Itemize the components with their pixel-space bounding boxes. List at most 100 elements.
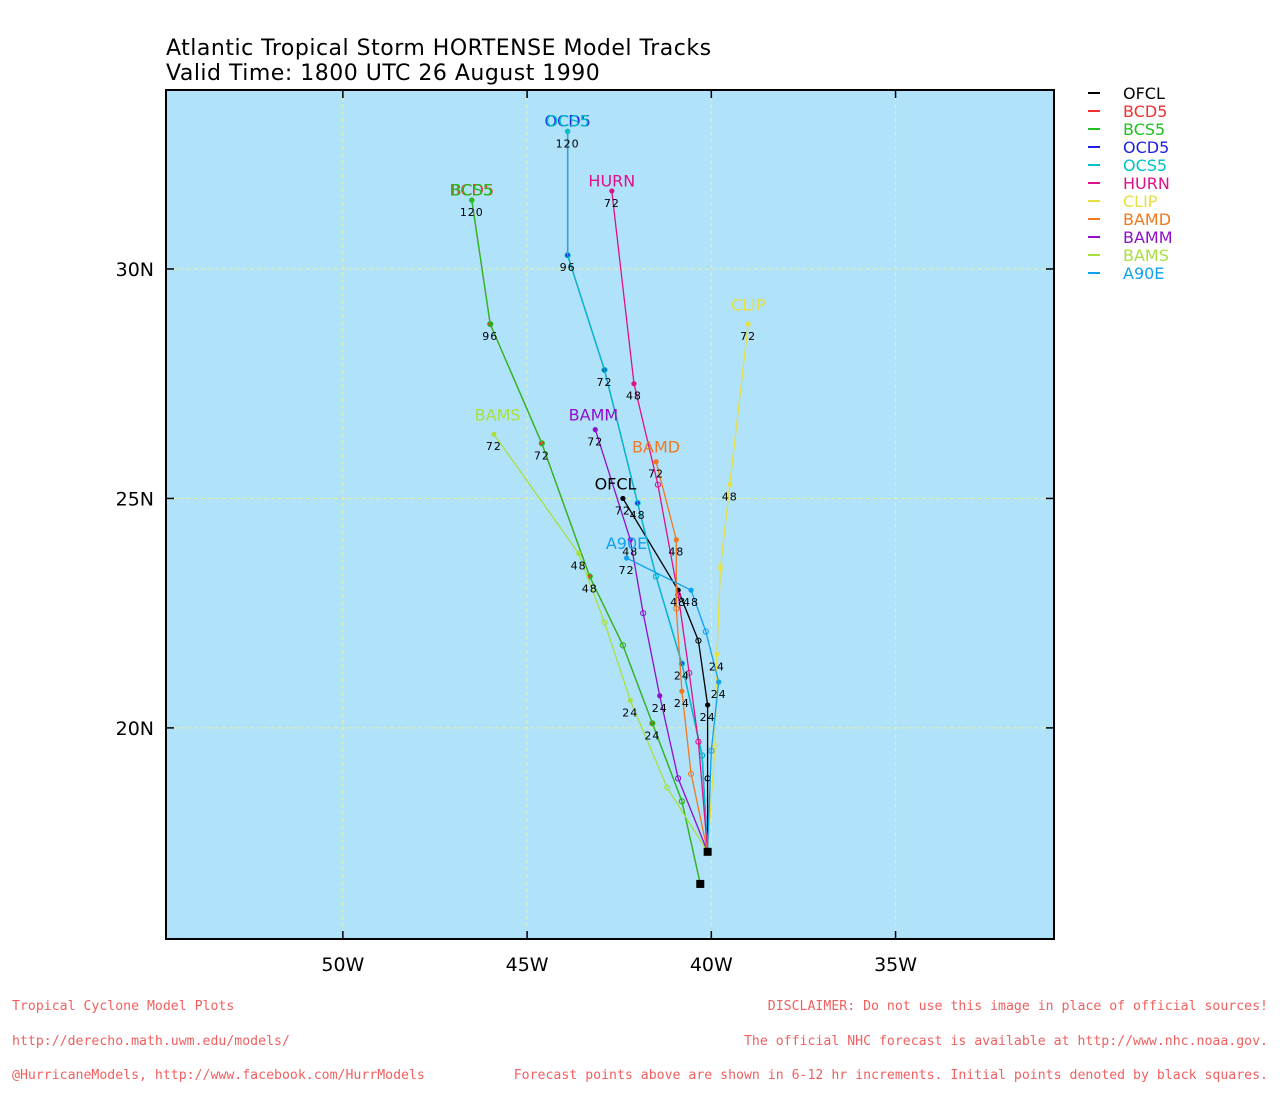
forecast-hour-label: 72 — [534, 449, 550, 462]
y-tick-label: 30N — [116, 259, 154, 281]
track-point — [653, 459, 659, 465]
legend-label: OCD5 — [1123, 137, 1170, 157]
legend-item-bcd5: BCD5 — [1088, 102, 1173, 121]
track-point — [664, 784, 671, 791]
legend-item-bams: BAMS — [1088, 245, 1173, 265]
track-point — [673, 605, 680, 612]
forecast-hour-label: 72 — [648, 468, 664, 481]
legend-swatch — [1088, 110, 1100, 112]
x-tick-label: 45W — [506, 954, 549, 976]
legend-swatch — [1088, 128, 1100, 130]
forecast-hour-label: 72 — [587, 436, 603, 449]
track-line-bams — [493, 433, 709, 853]
track-label-a90e: A90E — [606, 534, 647, 553]
track-point — [640, 610, 647, 617]
forecast-hour-label: 48 — [668, 546, 684, 559]
track-point — [649, 720, 656, 727]
forecast-hour-label: 48 — [630, 509, 646, 522]
track-line-bamd — [655, 461, 709, 852]
track-line-bamm — [594, 429, 709, 853]
legend-label: HURN — [1123, 173, 1170, 193]
legend-label: BAMM — [1123, 227, 1173, 247]
track-point — [631, 381, 637, 387]
legend-label: BAMS — [1123, 245, 1169, 265]
track-point — [678, 798, 685, 805]
forecast-hour-label: 72 — [740, 330, 756, 343]
forecast-hour-label: 24 — [644, 729, 660, 742]
legend-item-clip: CLIP — [1088, 191, 1173, 211]
grid-lines — [166, 90, 1054, 939]
track-label-bcd5: BCD5 — [450, 181, 494, 200]
track-point — [576, 550, 582, 557]
legend-label: CLIP — [1123, 191, 1158, 211]
legend-item-ocs5: OCS5 — [1088, 155, 1173, 175]
track-line-bcs5 — [471, 200, 701, 885]
legend-swatch — [1088, 182, 1100, 184]
footer-line: Tropical Cyclone Model Plots — [12, 999, 235, 1014]
forecast-hour-label: 48 — [582, 582, 598, 595]
track-point — [620, 495, 626, 502]
legend-item-ocd5: OCD5 — [1088, 137, 1173, 157]
forecast-hour-label: 48 — [571, 560, 587, 573]
forecast-hour-label: 24 — [711, 688, 727, 701]
legend-item-a90e: A90E — [1088, 263, 1173, 283]
legend-item-bcs5: BCS5 — [1088, 120, 1173, 139]
track-line-a90e — [626, 557, 720, 852]
forecast-hour-label: 24 — [652, 702, 668, 715]
track-point — [565, 128, 571, 134]
track-line-clip — [706, 323, 749, 852]
track-point — [727, 482, 733, 488]
legend-item-bamm: BAMM — [1088, 227, 1173, 247]
track-point — [623, 555, 630, 561]
track-label-bamm: BAMM — [569, 405, 619, 424]
forecast-hour-label: 24 — [700, 711, 716, 724]
footer-line: http://derecho.math.uwm.edu/models/ — [12, 1033, 290, 1049]
legend-swatch — [1088, 200, 1100, 202]
legend-swatch — [1088, 164, 1100, 166]
y-tick-label: 20N — [116, 718, 154, 740]
track-point — [675, 591, 682, 598]
track-point — [592, 427, 598, 433]
forecast-hour-label: 24 — [674, 670, 690, 683]
forecast-hour-label: 120 — [556, 137, 580, 150]
track-point — [708, 747, 715, 754]
map-frame — [165, 89, 1055, 940]
legend-label: A90E — [1123, 263, 1165, 283]
track-label-hurn: HURN — [588, 171, 635, 190]
track-label-bams: BAMS — [475, 405, 521, 424]
track-label-ocs5: OCS5 — [546, 112, 590, 131]
track-point — [627, 537, 633, 543]
track-point — [679, 688, 685, 694]
forecast-hour-label: 24 — [709, 660, 725, 673]
track-point — [673, 537, 679, 543]
forecast-hour-label: 72 — [596, 376, 612, 389]
footer-line: The official NHC forecast is available a… — [743, 1033, 1268, 1049]
legend-label: OFCL — [1123, 83, 1165, 103]
track-point — [654, 481, 662, 488]
forecast-hour-label: 24 — [674, 697, 690, 710]
footer-credits: Tropical Cyclone Model Plots http://dere… — [12, 978, 425, 1093]
forecast-hour-label: 120 — [460, 206, 484, 219]
track-point — [695, 637, 702, 644]
track-label-ocd5: OCD5 — [544, 112, 590, 131]
legend-swatch — [1088, 254, 1100, 256]
forecast-hour-label: 72 — [615, 504, 631, 517]
track-point — [491, 431, 497, 437]
footer-line: Forecast points above are shown in 6-12 … — [513, 1068, 1268, 1083]
legend-label: OCS5 — [1123, 155, 1168, 175]
forecast-hour-label: 48 — [622, 546, 638, 559]
legend-label: BAMD — [1123, 209, 1172, 229]
track-point — [687, 770, 695, 777]
track-point — [601, 619, 608, 626]
forecast-hour-label: 48 — [722, 491, 738, 504]
chart-subtitle: Valid Time: 1800 UTC 26 August 1990 — [166, 61, 601, 86]
track-point — [717, 564, 724, 571]
track-point — [609, 188, 615, 194]
footer-line: @HurricaneModels, http://www.facebook.co… — [12, 1068, 425, 1083]
track-point — [702, 628, 709, 635]
legend-item-bamd: BAMD — [1088, 209, 1173, 229]
track-point — [487, 320, 494, 328]
track-point — [634, 499, 641, 507]
track-point — [469, 197, 475, 203]
legend-swatch — [1088, 146, 1100, 148]
